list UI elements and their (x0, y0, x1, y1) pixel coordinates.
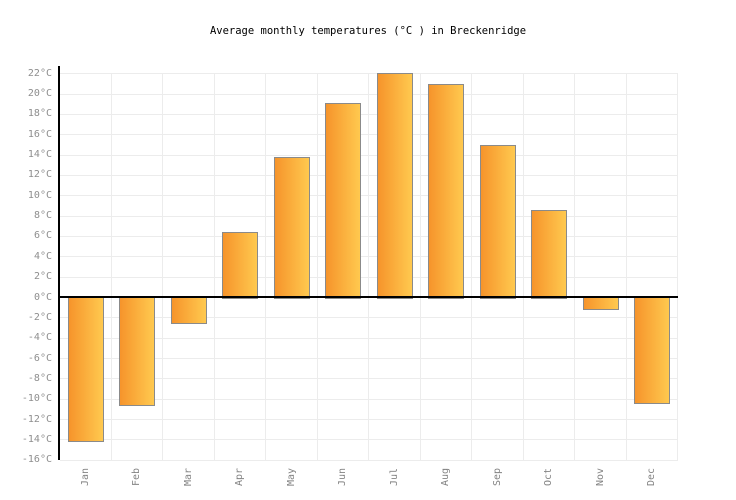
y-tick-label: -16°C (21, 454, 52, 466)
y-tick-label: 4°C (33, 250, 52, 262)
horizontal-gridline (60, 114, 678, 115)
x-tick-label: Mar (182, 467, 194, 487)
y-tick-label: 0°C (33, 291, 52, 303)
x-tick-label: Dec (646, 467, 658, 487)
y-tick-label: 10°C (27, 189, 52, 201)
y-tick-label: -10°C (21, 393, 52, 405)
zero-baseline (58, 296, 678, 298)
x-tick-label: Jul (388, 467, 400, 487)
y-tick-label: 8°C (33, 210, 52, 222)
y-tick-label: 12°C (27, 169, 52, 181)
x-tick-label: Sep (491, 467, 503, 487)
horizontal-gridline (60, 439, 678, 440)
vertical-gridline (265, 73, 266, 460)
bar-may (273, 156, 310, 299)
vertical-gridline (677, 73, 678, 460)
vertical-gridline (110, 73, 112, 460)
bar-apr (222, 231, 259, 299)
horizontal-gridline (60, 94, 678, 95)
y-tick-label: -14°C (21, 433, 52, 445)
chart-title: Average monthly temperatures (°C ) in Br… (209, 25, 527, 37)
x-tick-label: Aug (440, 467, 452, 487)
y-tick-label: -8°C (27, 372, 52, 384)
x-tick-label: Apr (234, 467, 246, 487)
horizontal-gridline (60, 338, 678, 339)
y-tick-label: -4°C (27, 332, 52, 344)
x-tick-label: Jan (79, 467, 91, 487)
horizontal-gridline (60, 419, 678, 420)
vertical-gridline (316, 73, 318, 460)
y-axis-line (58, 66, 60, 460)
horizontal-gridline (60, 256, 678, 257)
bar-jun (325, 102, 362, 299)
y-tick-label: 2°C (33, 271, 52, 283)
bar-oct (531, 209, 568, 299)
horizontal-gridline (60, 399, 678, 400)
bar-dec (634, 297, 671, 404)
horizontal-gridline (60, 378, 678, 379)
y-tick-label: -6°C (27, 352, 52, 364)
y-tick-label: 6°C (33, 230, 52, 242)
horizontal-gridline (60, 175, 678, 176)
bar-nov (582, 297, 619, 311)
plot-area (58, 66, 678, 461)
vertical-gridline (522, 73, 524, 460)
horizontal-gridline (60, 155, 678, 156)
vertical-gridline (574, 73, 575, 460)
y-tick-label: -12°C (21, 413, 52, 425)
horizontal-gridline (60, 73, 678, 74)
vertical-gridline (471, 73, 472, 460)
horizontal-gridline (60, 134, 678, 135)
bar-jan (67, 297, 104, 443)
y-tick-label: -2°C (27, 311, 52, 323)
vertical-gridline (162, 73, 163, 460)
horizontal-gridline (60, 277, 678, 278)
bar-feb (119, 297, 156, 406)
bar-mar (170, 297, 207, 325)
bar-sep (479, 145, 516, 299)
horizontal-gridline (60, 358, 678, 359)
y-tick-label: 22°C (27, 67, 52, 79)
horizontal-gridline (60, 460, 678, 461)
y-tick-label: 16°C (27, 128, 52, 140)
y-tick-label: 18°C (27, 108, 52, 120)
horizontal-gridline (60, 317, 678, 318)
x-tick-label: Nov (594, 467, 606, 487)
vertical-gridline (419, 73, 421, 460)
horizontal-gridline (60, 195, 678, 196)
horizontal-gridline (60, 236, 678, 237)
x-tick-label: Feb (131, 467, 143, 487)
vertical-gridline (368, 73, 369, 460)
horizontal-gridline (60, 216, 678, 217)
vertical-gridline (625, 73, 627, 460)
y-tick-label: 20°C (27, 88, 52, 100)
vertical-gridline (213, 73, 215, 460)
x-tick-label: Jun (337, 467, 349, 487)
x-tick-label: Oct (543, 467, 555, 487)
bar-jul (376, 73, 413, 299)
x-tick-label: May (285, 467, 297, 487)
bar-aug (428, 84, 465, 299)
y-tick-label: 14°C (27, 149, 52, 161)
